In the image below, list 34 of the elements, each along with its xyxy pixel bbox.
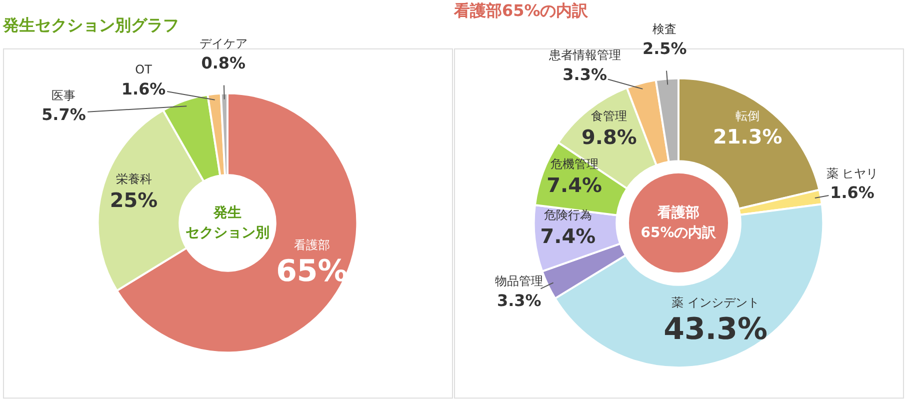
- slice-label: 転倒: [736, 108, 760, 123]
- slice-label: OT: [135, 62, 153, 77]
- slice-label: 栄養科: [116, 172, 152, 186]
- data-label: 1.6%: [830, 183, 874, 202]
- data-label: 21.3%: [712, 124, 782, 149]
- slice-label: 食管理: [591, 108, 628, 123]
- data-label: 7.4%: [546, 173, 602, 198]
- text: 看護部: [656, 204, 700, 221]
- slice-label: 薬 インシデント: [672, 295, 760, 310]
- data-label: 3.3%: [562, 64, 607, 84]
- slice-label: 患者情報管理: [548, 48, 621, 62]
- slice-label: 医事: [52, 88, 76, 102]
- data-label: 43.3%: [664, 312, 768, 347]
- slice-label: デイケア: [199, 36, 248, 51]
- slice-label: 薬 ヒヤリ: [826, 166, 878, 180]
- slice-label: 危機管理: [550, 157, 598, 172]
- slice-label: 検査: [652, 22, 677, 36]
- data-label: 25%: [110, 188, 158, 212]
- data-label: 7.4%: [540, 224, 596, 248]
- data-label: 65%: [276, 254, 348, 290]
- data-label: 3.3%: [496, 290, 542, 310]
- data-label: 2.5%: [642, 38, 687, 58]
- chart-title: 発生セクション別グラフ: [2, 16, 179, 35]
- data-label: 0.8%: [201, 53, 246, 72]
- data-label: 5.7%: [42, 105, 86, 124]
- chart-title: 看護部65%の内訳: [453, 1, 590, 20]
- slice-label: 看護部: [294, 238, 330, 252]
- text: 発生: [212, 204, 242, 221]
- text: セクション別: [186, 224, 270, 241]
- data-label: 1.6%: [121, 79, 166, 98]
- data-label: 9.8%: [582, 124, 637, 149]
- slice-label: 物品管理: [495, 274, 544, 288]
- text: 65%の内訳: [640, 224, 718, 241]
- slice-label: 危険行為: [544, 208, 592, 222]
